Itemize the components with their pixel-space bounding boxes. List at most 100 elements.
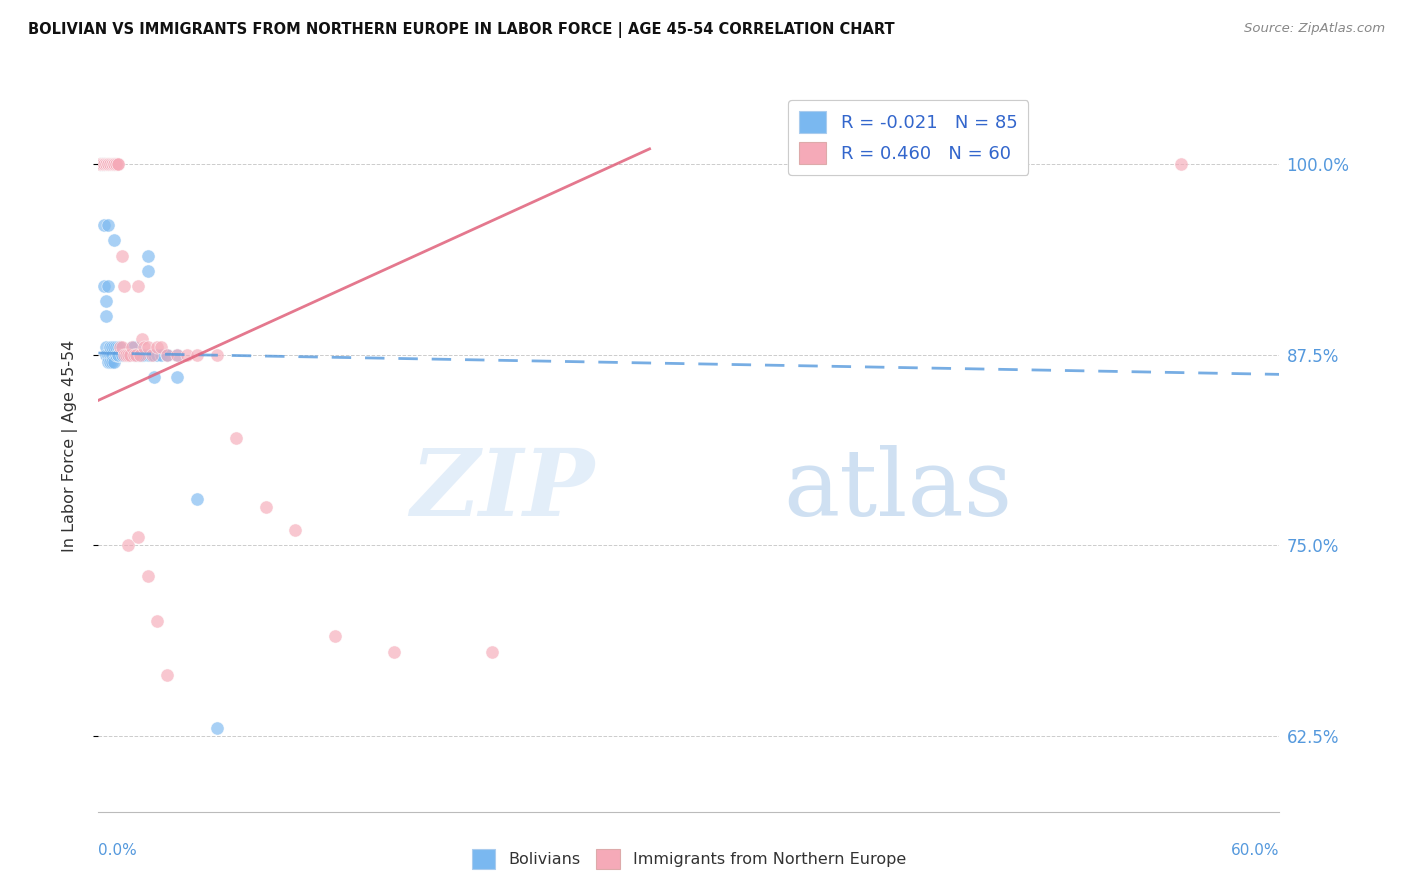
Point: [128, 348, 150, 362]
Point: [112, 279, 135, 293]
Point: [89, 157, 111, 171]
Point: [111, 348, 134, 362]
Point: [89, 157, 111, 171]
Point: [93, 157, 115, 171]
Point: [136, 340, 159, 354]
Point: [97, 157, 120, 171]
Point: [156, 667, 179, 681]
Point: [111, 248, 134, 262]
Point: [186, 348, 208, 362]
Point: [98, 355, 121, 369]
Point: [166, 370, 188, 384]
Point: [111, 340, 134, 354]
Point: [97, 355, 120, 369]
Point: [89, 157, 111, 171]
Point: [97, 157, 120, 171]
Point: [98, 157, 121, 171]
Point: [121, 340, 143, 354]
Point: [131, 348, 153, 362]
Point: [117, 538, 139, 552]
Point: [89, 157, 111, 171]
Point: [138, 348, 160, 362]
Point: [96, 340, 118, 354]
Point: [89, 157, 111, 171]
Point: [103, 157, 125, 171]
Point: [89, 157, 111, 171]
Text: atlas: atlas: [783, 445, 1012, 535]
Point: [131, 332, 153, 346]
Point: [97, 279, 120, 293]
Point: [105, 340, 128, 354]
Point: [107, 157, 129, 171]
Point: [89, 157, 111, 171]
Point: [101, 348, 124, 362]
Point: [103, 340, 125, 354]
Point: [136, 348, 159, 362]
Point: [96, 294, 118, 309]
Point: [115, 348, 138, 362]
Point: [89, 157, 111, 171]
Text: BOLIVIAN VS IMMIGRANTS FROM NORTHERN EUROPE IN LABOR FORCE | AGE 45-54 CORRELATI: BOLIVIAN VS IMMIGRANTS FROM NORTHERN EUR…: [28, 22, 894, 38]
Point: [128, 348, 150, 362]
Point: [127, 348, 149, 362]
Point: [150, 340, 173, 354]
Point: [98, 340, 121, 354]
Point: [117, 348, 139, 362]
Point: [89, 157, 111, 171]
Point: [98, 348, 121, 362]
Point: [323, 630, 346, 644]
Legend: R = -0.021   N = 85, R = 0.460   N = 60: R = -0.021 N = 85, R = 0.460 N = 60: [789, 100, 1028, 175]
Y-axis label: In Labor Force | Age 45-54: In Labor Force | Age 45-54: [62, 340, 77, 552]
Point: [101, 355, 124, 369]
Point: [96, 348, 118, 362]
Point: [284, 523, 307, 537]
Point: [176, 348, 198, 362]
Point: [118, 348, 141, 362]
Point: [91, 157, 114, 171]
Point: [93, 157, 115, 171]
Point: [97, 157, 120, 171]
Point: [89, 157, 111, 171]
Point: [131, 348, 153, 362]
Text: ZIP: ZIP: [411, 445, 595, 535]
Point: [122, 348, 145, 362]
Point: [107, 348, 129, 362]
Point: [108, 340, 131, 354]
Point: [142, 348, 165, 362]
Point: [91, 157, 114, 171]
Point: [103, 233, 125, 247]
Point: [101, 157, 124, 171]
Point: [108, 348, 131, 362]
Text: Source: ZipAtlas.com: Source: ZipAtlas.com: [1244, 22, 1385, 36]
Point: [91, 157, 114, 171]
Point: [93, 279, 115, 293]
Point: [93, 157, 115, 171]
Point: [105, 157, 128, 171]
Point: [122, 348, 145, 362]
Point: [89, 157, 111, 171]
Point: [156, 348, 179, 362]
Point: [136, 264, 159, 278]
Point: [89, 157, 111, 171]
Point: [101, 340, 124, 354]
Point: [127, 279, 149, 293]
Point: [122, 340, 145, 354]
Point: [89, 157, 111, 171]
Point: [225, 431, 247, 445]
Point: [93, 218, 115, 232]
Point: [89, 157, 111, 171]
Point: [117, 348, 139, 362]
Point: [127, 530, 149, 544]
Point: [111, 348, 134, 362]
Point: [481, 645, 503, 659]
Point: [103, 157, 125, 171]
Point: [136, 248, 159, 262]
Point: [93, 157, 115, 171]
Point: [107, 348, 129, 362]
Point: [141, 348, 163, 362]
Point: [150, 348, 173, 362]
Point: [132, 340, 155, 354]
Point: [98, 157, 121, 171]
Point: [156, 348, 179, 362]
Point: [112, 348, 135, 362]
